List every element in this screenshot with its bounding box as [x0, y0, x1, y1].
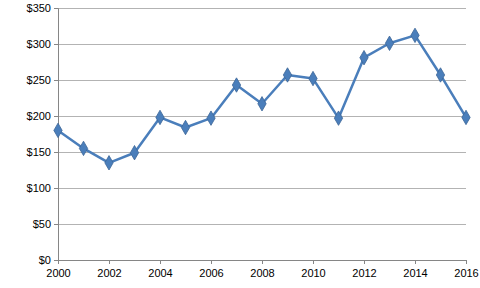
tick: $200 [27, 110, 58, 122]
tick-label: 2010 [301, 267, 325, 279]
tick: 2002 [97, 260, 121, 279]
grid-line [58, 188, 466, 189]
tick-mark [211, 260, 212, 264]
tick: $0 [39, 254, 58, 266]
tick-mark [54, 260, 58, 261]
grid-line [58, 224, 466, 225]
tick-label: $350 [27, 2, 51, 14]
tick-mark [58, 260, 59, 264]
tick: 2008 [250, 260, 274, 279]
tick-label: $100 [27, 182, 51, 194]
marker [54, 123, 62, 137]
tick-mark [54, 224, 58, 225]
marker [156, 110, 164, 124]
marker [309, 71, 317, 85]
chart: $0$50$100$150$200$250$300$35020002002200… [0, 0, 480, 288]
marker [181, 120, 189, 134]
tick-mark [54, 8, 58, 9]
tick-mark [54, 152, 58, 153]
x-axis: 2000 2002 2004 2006 2008 2010 2012 2014 2016 [46, 260, 478, 279]
tick: 2006 [199, 260, 223, 279]
marker [436, 68, 444, 82]
axis-line [59, 261, 467, 265]
grid-line [58, 8, 466, 9]
tick-label: $0 [39, 254, 51, 266]
tick: 2000 [46, 260, 70, 279]
marker [462, 110, 470, 124]
grid-line [58, 44, 466, 45]
tick: 2012 [352, 260, 376, 279]
tick-label: 2016 [454, 267, 478, 279]
tick-label: 2012 [352, 267, 376, 279]
marker [283, 68, 291, 82]
tick-mark [415, 260, 416, 264]
marker [360, 50, 368, 64]
tick: $100 [27, 182, 58, 194]
tick-label: $150 [27, 146, 51, 158]
series [54, 28, 470, 170]
tick-mark [54, 116, 58, 117]
tick-mark [364, 260, 365, 264]
tick-mark [313, 260, 314, 264]
tick: $150 [27, 146, 58, 158]
tick-label: $200 [27, 110, 51, 122]
tick: 2010 [301, 260, 325, 279]
tick-mark [54, 188, 58, 189]
marker [207, 111, 215, 125]
grid [58, 8, 466, 260]
tick-label: $300 [27, 38, 51, 50]
tick-label: 2004 [148, 267, 172, 279]
tick: $350 [27, 2, 58, 14]
marker [232, 78, 240, 92]
tick-mark [109, 260, 110, 264]
tick: 2016 [454, 260, 478, 279]
tick-label: 2000 [46, 267, 70, 279]
marker [258, 97, 266, 111]
tick-label: 2002 [97, 267, 121, 279]
y-axis: $0 $50 $100 $150 $200 $250 $300 $350 [27, 2, 59, 266]
tick-label: 2008 [250, 267, 274, 279]
marker [79, 141, 87, 155]
plot: $0$50$100$150$200$250$300$35020002002200… [27, 2, 479, 279]
tick-label: $50 [33, 218, 51, 230]
marker [105, 156, 113, 170]
tick-label: $250 [27, 74, 51, 86]
tick-mark [54, 44, 58, 45]
tick: 2014 [403, 260, 427, 279]
grid-line [58, 116, 466, 117]
tick-mark [466, 260, 467, 264]
tick: $300 [27, 38, 58, 50]
tick-mark [54, 80, 58, 81]
grid-line [58, 152, 466, 153]
marker [130, 146, 138, 160]
tick-mark [160, 260, 161, 264]
tick-mark [262, 260, 263, 264]
tick-label: 2006 [199, 267, 223, 279]
line [58, 35, 466, 162]
tick-label: 2014 [403, 267, 427, 279]
marker [385, 36, 393, 50]
grid-line [58, 80, 466, 81]
marker [411, 28, 419, 42]
tick: 2004 [148, 260, 172, 279]
tick: $50 [33, 218, 58, 230]
marker [334, 111, 342, 125]
tick: $250 [27, 74, 58, 86]
